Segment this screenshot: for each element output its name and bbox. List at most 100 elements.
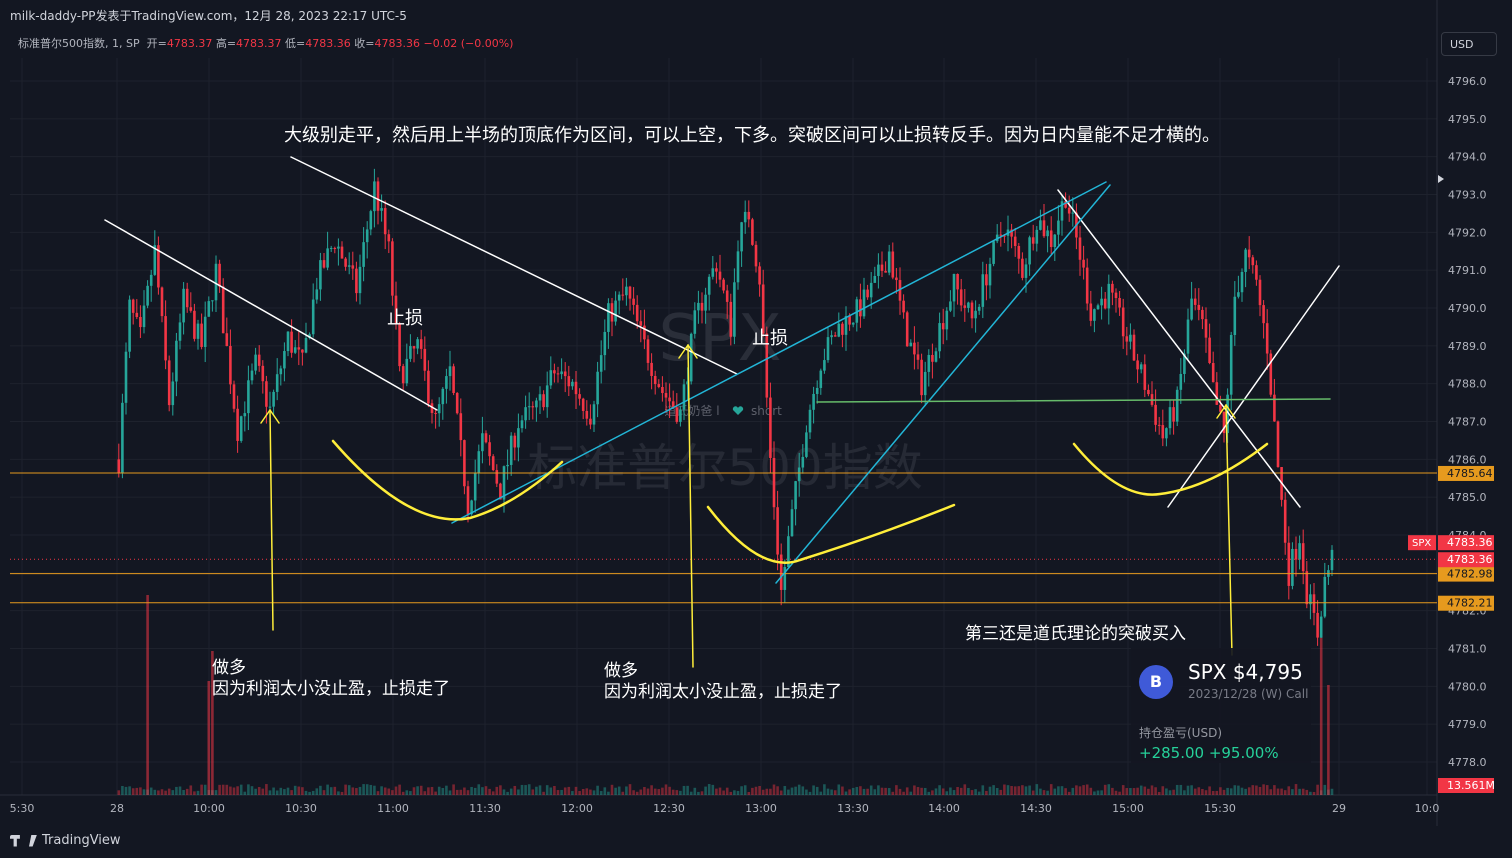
pnl-value: +285.00 +95.00% (1139, 744, 1279, 762)
volume-bar (484, 786, 488, 795)
candle-body (1039, 220, 1042, 230)
broker-avatar: B (1139, 665, 1173, 699)
volume-bar (736, 790, 740, 795)
candle-body (905, 312, 909, 347)
candle-body (229, 345, 232, 385)
candle-body (848, 316, 851, 325)
volume-bar (1251, 785, 1255, 795)
volume-bar (153, 789, 157, 795)
candle-body (1319, 616, 1323, 638)
time-tick-label: 10:0 (1415, 802, 1440, 815)
volume-bar (1265, 785, 1269, 795)
candle-body (1132, 334, 1136, 361)
candle-body (383, 208, 387, 235)
volume-bar (405, 790, 409, 795)
candle-body (686, 381, 689, 385)
last-price-tag-bg (1438, 535, 1494, 551)
candle-body (1240, 271, 1244, 293)
candle-body (866, 289, 869, 298)
candle-body (524, 407, 527, 421)
volume-bar (236, 786, 239, 795)
candle-body (279, 368, 283, 375)
arrow-third-head (1216, 404, 1227, 419)
candle-body (653, 375, 657, 385)
candle-body (913, 342, 916, 355)
open-label: 开= (146, 37, 167, 50)
volume-bar (333, 786, 337, 795)
volume-bar (790, 787, 794, 795)
volume-bar (1085, 784, 1089, 795)
candle-body (117, 459, 121, 473)
candle-body (1107, 283, 1111, 309)
volume-bar (416, 786, 419, 795)
volume-bar (214, 790, 218, 795)
volume-bar (718, 787, 722, 795)
volume-bar (1175, 784, 1179, 795)
price-level-tag: 4782.21 (1447, 597, 1493, 610)
candle-body (311, 299, 315, 335)
candle-body (751, 219, 754, 245)
volume-bar (823, 784, 826, 795)
time-tick-label: 13:30 (837, 802, 869, 815)
candle-body (1111, 283, 1114, 293)
volume-bar (1143, 786, 1147, 795)
volume-bar (290, 790, 293, 795)
volume-bar (243, 791, 247, 795)
candlestick-series (117, 168, 1334, 646)
candle-body (725, 290, 729, 302)
volume-bar (275, 790, 279, 795)
volume-bar (761, 789, 765, 795)
trade-card[interactable]: B SPX $4,795 2023/12/28 (W) Call 持仓盈亏(US… (1131, 648, 1311, 763)
candle-body (527, 406, 531, 408)
price-tick-label: 4779.0 (1448, 718, 1487, 731)
volume-bar (902, 791, 905, 795)
currency-button[interactable]: USD (1441, 32, 1497, 56)
candle-body (250, 370, 254, 381)
candle-body (747, 211, 751, 220)
volume-bar (585, 788, 589, 795)
candle-body (1175, 389, 1179, 422)
candle-body (203, 316, 207, 347)
volume-bar (171, 790, 175, 795)
volume-bar (1154, 787, 1157, 795)
volume-bar (491, 791, 495, 795)
time-tick-label: 28 (110, 802, 124, 815)
volume-bar (740, 786, 743, 795)
volume-bar (218, 784, 221, 795)
candle-body (499, 483, 502, 500)
trendline-cyan (775, 184, 1111, 584)
volume-bar (340, 791, 344, 795)
candle-body (581, 398, 585, 411)
volume-bar (542, 791, 545, 795)
volume-bar (1312, 791, 1316, 795)
candle-body (830, 335, 833, 338)
volume-bar (466, 790, 470, 795)
candle-body (153, 245, 157, 275)
volume-bar (322, 790, 326, 795)
tradingview-logo[interactable]: TradingView (10, 833, 121, 848)
ohlc-legend[interactable]: 标准普尔500指数, 1, SP 开=4783.37 高=4783.37 低=4… (18, 35, 513, 51)
candle-body (1208, 337, 1211, 364)
tradingview-dot-icon (29, 834, 37, 847)
volume-bar (326, 784, 329, 795)
volume-bar (1071, 787, 1075, 795)
high-label: 高= (215, 37, 237, 50)
candle-body (1042, 220, 1046, 237)
volume-bar (621, 791, 625, 795)
candle-body (650, 362, 653, 376)
annotation-third: 第三还是道氏理论的突破买入 (965, 624, 1186, 644)
candle-body (470, 500, 473, 515)
volume-bar (355, 788, 358, 795)
candle-body (920, 359, 923, 396)
candle-body (1301, 543, 1305, 572)
volume-bar (506, 791, 509, 795)
candle-body (1244, 249, 1247, 272)
candle-body (736, 251, 740, 283)
candle-body (301, 349, 304, 353)
volume-bar (945, 791, 949, 795)
candle-body (779, 554, 783, 590)
candle-body (639, 321, 643, 326)
volume-bar (203, 784, 207, 795)
candle-body (308, 334, 311, 339)
